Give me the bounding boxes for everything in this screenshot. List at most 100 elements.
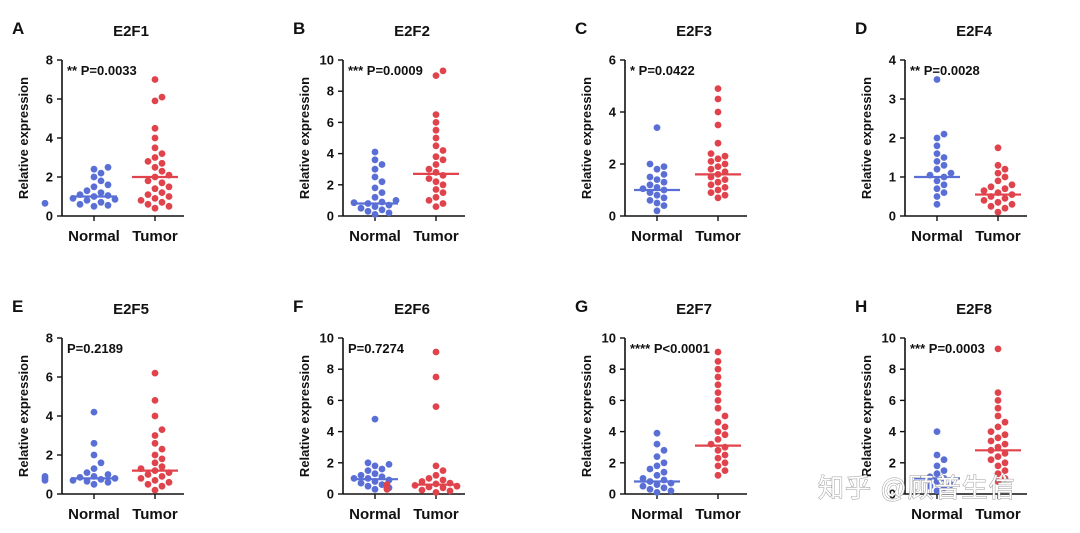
data-point-tumor bbox=[714, 418, 722, 426]
y-tick-label: 2 bbox=[46, 448, 53, 463]
data-point-normal bbox=[653, 471, 661, 479]
data-point-normal bbox=[933, 76, 941, 83]
data-point-tumor bbox=[707, 189, 715, 197]
y-tick-label: 2 bbox=[327, 455, 334, 470]
data-point-tumor bbox=[432, 111, 440, 118]
data-point-tumor bbox=[137, 197, 145, 204]
y-tick-label: 0 bbox=[889, 209, 896, 224]
y-tick-label: 4 bbox=[327, 146, 335, 161]
y-tick-label: 6 bbox=[327, 393, 334, 408]
y-tick-label: 0 bbox=[609, 487, 616, 502]
data-point-tumor bbox=[714, 85, 722, 92]
panel-title: E2F6 bbox=[394, 301, 430, 318]
data-point-normal bbox=[378, 465, 386, 473]
data-point-normal bbox=[646, 173, 654, 181]
data-point-tumor bbox=[144, 471, 152, 478]
data-point-normal bbox=[90, 202, 98, 210]
y-tick-label: 2 bbox=[46, 170, 53, 185]
data-point-tumor bbox=[158, 179, 166, 187]
data-point-normal bbox=[41, 199, 49, 207]
x-category-label: Normal bbox=[68, 228, 120, 245]
data-point-tumor bbox=[418, 486, 426, 494]
data-point-normal bbox=[41, 473, 49, 480]
y-tick-label: 4 bbox=[46, 409, 54, 424]
data-point-normal bbox=[90, 451, 98, 459]
data-point-normal bbox=[653, 191, 661, 199]
data-point-normal bbox=[90, 183, 98, 191]
data-point-tumor bbox=[446, 487, 454, 495]
p-value-annotation: **** P<0.0001 bbox=[630, 341, 710, 356]
data-point-normal bbox=[947, 481, 955, 488]
data-point-tumor bbox=[721, 176, 729, 184]
data-point-normal bbox=[653, 489, 661, 496]
watermark-text: 知乎 @顾普生信 bbox=[818, 473, 1016, 503]
p-value-annotation: P=0.2189 bbox=[67, 341, 123, 356]
data-point-normal bbox=[933, 185, 941, 193]
data-point-normal bbox=[90, 165, 98, 173]
data-point-normal bbox=[83, 477, 91, 485]
data-point-tumor bbox=[1001, 450, 1009, 457]
data-point-tumor bbox=[144, 200, 152, 208]
data-point-normal bbox=[371, 203, 379, 211]
data-point-normal bbox=[933, 193, 941, 200]
p-value-annotation: * P=0.0422 bbox=[630, 63, 695, 78]
data-point-tumor bbox=[439, 189, 447, 197]
data-point-tumor bbox=[714, 139, 722, 147]
data-point-tumor bbox=[1001, 459, 1009, 467]
data-point-tumor bbox=[144, 191, 152, 199]
panel-a: A E2F1 Relative expression 0 2 4 6 8 Normal Tumor… bbox=[12, 19, 184, 245]
data-point-normal bbox=[660, 468, 668, 476]
data-point-normal bbox=[371, 485, 379, 493]
x-category-label: Tumor bbox=[975, 506, 1021, 523]
y-tick-label: 2 bbox=[609, 157, 616, 172]
data-point-tumor bbox=[987, 202, 995, 210]
data-point-tumor bbox=[994, 470, 1002, 478]
data-point-tumor bbox=[151, 163, 159, 171]
data-point-normal bbox=[653, 165, 661, 173]
data-point-tumor bbox=[714, 365, 722, 373]
data-point-tumor bbox=[714, 163, 722, 171]
y-axis-label: Relative expression bbox=[859, 77, 874, 199]
data-point-tumor bbox=[980, 197, 988, 204]
data-point-tumor bbox=[432, 119, 440, 126]
data-point-tumor bbox=[158, 189, 166, 197]
data-point-normal bbox=[940, 456, 948, 464]
data-point-normal bbox=[940, 154, 948, 161]
data-point-normal bbox=[90, 408, 98, 416]
data-point-tumor bbox=[144, 480, 152, 488]
data-point-tumor bbox=[425, 197, 433, 204]
y-tick-label: 0 bbox=[46, 209, 53, 224]
data-point-normal bbox=[646, 485, 654, 493]
x-category-label: Normal bbox=[349, 506, 401, 523]
p-value-annotation: *** P=0.0003 bbox=[910, 341, 985, 356]
y-tick-label: 10 bbox=[882, 331, 896, 346]
y-axis-label: Relative expression bbox=[859, 355, 874, 477]
y-tick-label: 0 bbox=[609, 209, 616, 224]
y-tick-label: 2 bbox=[889, 455, 896, 470]
data-point-normal bbox=[646, 197, 654, 204]
data-point-normal bbox=[933, 150, 941, 158]
data-point-tumor bbox=[1001, 475, 1009, 482]
data-point-tumor bbox=[714, 462, 722, 470]
panel-title: E2F2 bbox=[394, 23, 430, 40]
data-point-tumor bbox=[714, 373, 722, 381]
data-point-normal bbox=[660, 163, 668, 171]
x-category-label: Tumor bbox=[132, 506, 178, 523]
y-tick-label: 6 bbox=[327, 115, 334, 130]
data-point-normal bbox=[933, 165, 941, 173]
data-point-normal bbox=[933, 142, 941, 150]
data-point-tumor bbox=[707, 150, 715, 158]
data-point-tumor bbox=[151, 459, 159, 467]
y-axis-label: Relative expression bbox=[297, 355, 312, 477]
y-tick-label: 0 bbox=[327, 209, 334, 224]
data-point-normal bbox=[90, 173, 98, 181]
data-point-tumor bbox=[439, 467, 447, 474]
data-point-tumor bbox=[1001, 467, 1009, 474]
y-tick-label: 0 bbox=[889, 487, 896, 502]
data-point-normal bbox=[104, 471, 112, 478]
data-point-normal bbox=[660, 178, 668, 186]
data-point-tumor bbox=[994, 423, 1002, 431]
y-tick-label: 2 bbox=[609, 455, 616, 470]
data-point-normal bbox=[378, 161, 386, 168]
